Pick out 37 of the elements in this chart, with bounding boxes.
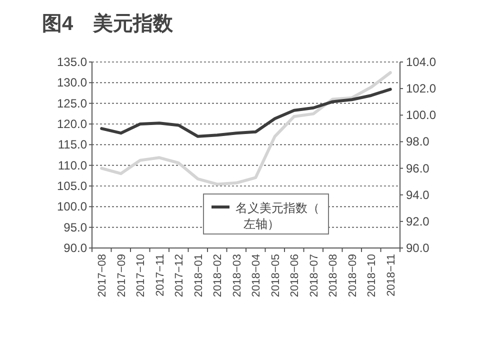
x-tick-label: 2018−05 bbox=[270, 254, 282, 298]
x-tick-label: 2018−01 bbox=[192, 254, 205, 298]
x-tick-label: 2018−02 bbox=[212, 254, 224, 298]
x-tick-label: 2018−03 bbox=[231, 254, 244, 298]
y-tick-label: 125.0 bbox=[56, 96, 88, 110]
y-tick-label: 115.0 bbox=[58, 138, 88, 152]
x-tick-label: 2018−11 bbox=[385, 254, 398, 296]
x-tick-label: 2018−04 bbox=[250, 254, 263, 298]
y2-tick-label: 92.0 bbox=[406, 214, 430, 228]
x-tick-label: 2017−10 bbox=[135, 254, 148, 298]
x-tick-label: 2017−12 bbox=[174, 254, 186, 298]
y2-tick-label: 96.0 bbox=[406, 161, 430, 176]
y-tick-label: 130.0 bbox=[56, 76, 88, 90]
y2-tick-label: 104.0 bbox=[406, 55, 436, 69]
x-tick-label: 2018−10 bbox=[366, 254, 378, 298]
x-tick-label: 2017−09 bbox=[116, 254, 128, 298]
y-tick-label: 135.0 bbox=[56, 55, 88, 69]
y2-tick-label: 102.0 bbox=[406, 82, 436, 96]
y-tick-label: 105.0 bbox=[56, 179, 88, 193]
x-tick-label: 2018−07 bbox=[308, 254, 320, 298]
x-tick-label: 2018−09 bbox=[346, 254, 359, 298]
y-tick-label: 95.0 bbox=[64, 220, 88, 234]
y2-tick-label: 98.0 bbox=[406, 134, 430, 149]
y-tick-label: 120.0 bbox=[56, 117, 88, 131]
legend-label: 名义美元指数（左轴） bbox=[236, 201, 320, 231]
x-tick-label: 2017−08 bbox=[96, 254, 109, 298]
y-tick-label: 90.0 bbox=[64, 241, 88, 255]
x-tick-label: 2018−06 bbox=[289, 254, 302, 298]
title: 图4 美元指数 bbox=[42, 13, 174, 35]
x-tick-label: 2017−11 bbox=[154, 254, 166, 296]
y-tick-label: 110.0 bbox=[58, 158, 88, 172]
y-tick-label: 100.0 bbox=[56, 200, 88, 214]
y2-tick-label: 94.0 bbox=[406, 188, 430, 202]
x-tick-label: 2018−08 bbox=[328, 254, 340, 298]
legend: 名义美元指数（左轴） bbox=[203, 194, 329, 234]
y2-tick-label: 100.0 bbox=[406, 108, 436, 122]
y2-tick-label: 90.0 bbox=[406, 241, 430, 255]
